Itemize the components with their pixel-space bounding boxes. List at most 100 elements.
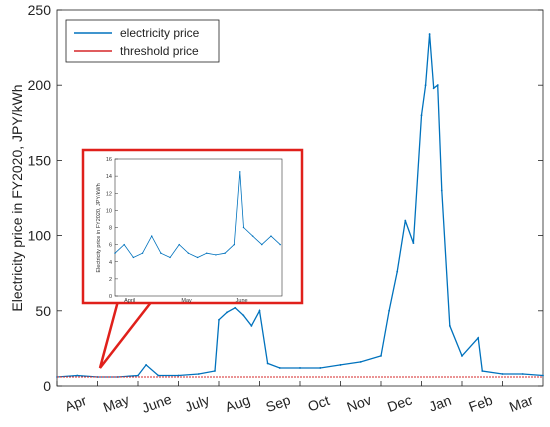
y-axis-label: Electricity price in FY2020, JPY/kWh bbox=[9, 84, 25, 311]
x-tick-label: Feb bbox=[466, 392, 494, 415]
inset-data-point bbox=[196, 256, 199, 259]
data-point bbox=[477, 336, 480, 339]
data-point bbox=[218, 318, 220, 321]
inset-y-tick-label: 4 bbox=[109, 260, 112, 266]
series-group bbox=[56, 33, 544, 378]
data-point bbox=[339, 364, 342, 366]
inset-y-tick-label: 2 bbox=[109, 277, 112, 283]
x-tick-label: Dec bbox=[385, 392, 414, 416]
inset-data-point bbox=[114, 252, 116, 254]
data-point bbox=[359, 361, 362, 363]
legend-label-electricity: electricity price bbox=[120, 26, 200, 40]
x-tick-label: Nov bbox=[345, 392, 374, 416]
x-tick-label: Apr bbox=[63, 392, 89, 415]
legend-box bbox=[65, 19, 220, 63]
x-tick-label: Jan bbox=[427, 392, 454, 415]
inset-y-axis: 0 2 4 6 8 10 12 14 16 bbox=[106, 157, 118, 300]
y-tick-label: 200 bbox=[28, 77, 52, 93]
inset-data-point bbox=[279, 243, 281, 246]
data-point bbox=[521, 373, 524, 375]
inset-data-point bbox=[160, 252, 162, 254]
data-point bbox=[226, 311, 229, 314]
data-point bbox=[197, 373, 200, 375]
inset-data-point bbox=[224, 252, 226, 254]
inset-data-point bbox=[206, 252, 208, 254]
data-point bbox=[258, 309, 261, 312]
inset-data-point bbox=[123, 243, 125, 246]
data-point bbox=[542, 374, 544, 377]
data-point bbox=[436, 84, 439, 87]
inset-data-point bbox=[261, 243, 263, 246]
inset-data-point bbox=[239, 171, 241, 173]
data-point bbox=[234, 306, 237, 309]
inset-data-point bbox=[215, 254, 217, 256]
data-point bbox=[424, 84, 427, 87]
inset-y-tick-label: 14 bbox=[106, 174, 112, 180]
inset-series-line bbox=[114, 171, 281, 259]
inset-plot-frame bbox=[114, 158, 283, 297]
inset-data-point bbox=[251, 235, 254, 237]
data-point bbox=[137, 374, 139, 377]
x-tick-label: July bbox=[183, 392, 212, 416]
data-point bbox=[299, 367, 301, 369]
x-tick-label: Oct bbox=[306, 392, 332, 415]
data-point bbox=[250, 324, 253, 327]
data-point bbox=[428, 33, 431, 35]
inset-y-tick-label: 16 bbox=[106, 157, 112, 163]
legend-label-threshold: threshold price bbox=[120, 44, 199, 58]
inset-x-tick-label: May bbox=[181, 298, 192, 304]
inset-data-point bbox=[151, 235, 153, 237]
y-tick-label: 0 bbox=[43, 378, 51, 394]
data-point bbox=[157, 374, 160, 377]
x-tick-label: June bbox=[140, 391, 174, 416]
data-point bbox=[448, 324, 451, 327]
inset-y-tick-label: 12 bbox=[106, 191, 112, 197]
y-tick-label: 100 bbox=[28, 228, 52, 244]
x-tick-label: Aug bbox=[223, 392, 252, 416]
inset-x-tick-label: April bbox=[124, 298, 135, 304]
inset-data-point bbox=[233, 243, 235, 246]
data-point bbox=[278, 367, 281, 369]
data-point bbox=[501, 373, 504, 375]
inset-callout: 0 2 4 6 8 10 12 14 16 April May June Electricity p… bbox=[81, 148, 304, 369]
data-point bbox=[319, 367, 322, 369]
inset-y-tick-label: 10 bbox=[106, 208, 112, 214]
inset-x-tick-label: June bbox=[236, 298, 248, 304]
x-tick-label: May bbox=[101, 391, 131, 415]
data-point bbox=[461, 355, 463, 357]
inset-y-tick-label: 0 bbox=[109, 294, 112, 300]
data-point bbox=[242, 314, 245, 317]
data-point bbox=[380, 355, 382, 357]
inset-y-tick-label: 8 bbox=[109, 226, 112, 232]
inset-data-point bbox=[178, 243, 180, 246]
inset-x-axis: April May June bbox=[124, 298, 247, 304]
y-tick-label: 150 bbox=[28, 152, 52, 168]
data-point bbox=[440, 189, 443, 192]
legend: electricity price threshold price bbox=[65, 19, 220, 63]
data-point bbox=[432, 87, 435, 90]
inset-y-tick-label: 6 bbox=[109, 243, 112, 249]
inset-data-point bbox=[169, 256, 171, 259]
inset-data-point bbox=[270, 235, 272, 237]
inset-data-point bbox=[132, 256, 135, 259]
data-point bbox=[420, 114, 423, 117]
x-tick-label: Mar bbox=[507, 392, 535, 415]
data-point bbox=[412, 242, 415, 245]
data-point bbox=[266, 362, 269, 365]
inset-data-point bbox=[187, 252, 190, 254]
data-point bbox=[214, 370, 216, 372]
y-tick-label: 50 bbox=[35, 303, 51, 319]
series-line bbox=[56, 34, 544, 378]
data-point bbox=[481, 370, 484, 372]
data-point bbox=[388, 309, 390, 312]
inset-data-point bbox=[242, 226, 245, 229]
inset-y-axis-label: Electricity price in FY2020, JPY/kWh bbox=[96, 183, 102, 272]
inset-series-group bbox=[114, 171, 281, 259]
data-point bbox=[177, 374, 180, 377]
data-point bbox=[396, 270, 399, 273]
data-point bbox=[145, 364, 148, 366]
inset-data-point bbox=[141, 252, 144, 254]
data-point bbox=[404, 219, 407, 222]
